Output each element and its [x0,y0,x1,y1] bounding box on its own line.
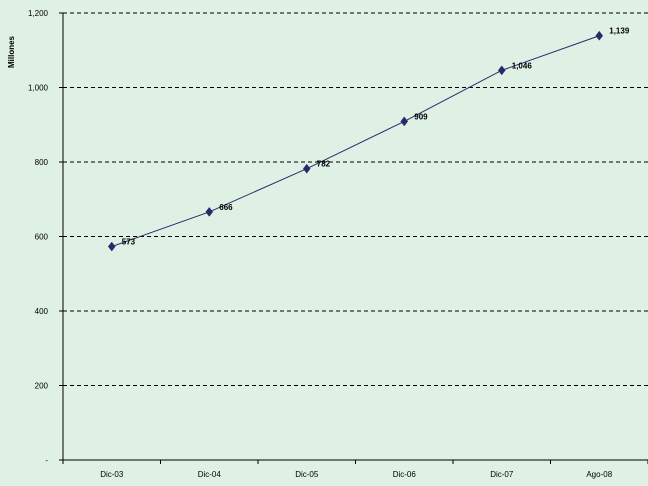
x-tick-label: Dic-06 [393,470,417,479]
series-layer: 573 666 782 909 1,046 1,139 [108,27,630,251]
data-point-marker [206,207,213,216]
data-label: 782 [317,160,331,169]
data-label: 1,046 [512,61,533,70]
data-label: 1,139 [609,27,630,36]
y-tick-label: 600 [35,233,49,242]
x-tick-label: Dic-03 [100,470,124,479]
x-tick-label: Dic-04 [198,470,222,479]
data-point-marker [108,242,115,251]
data-point-marker [303,164,310,173]
data-point-marker [498,66,505,75]
data-point-marker [401,117,408,126]
data-point-marker [596,31,603,40]
data-label: 666 [219,203,233,212]
y-tick-label: 1,200 [28,9,49,18]
gridlines [63,13,648,386]
y-tick-label: 800 [35,158,49,167]
x-tick-label: Dic-07 [490,470,514,479]
y-tick-label: 200 [35,382,49,391]
y-tick-label: 1,000 [28,84,49,93]
data-label: 909 [414,112,428,121]
x-tick-label: Dic-05 [295,470,319,479]
data-label: 573 [122,238,136,247]
y-tick-label: 400 [35,307,49,316]
y-tick-label: - [45,456,48,465]
y-axis-label: Millones [7,35,16,68]
x-tick-label: Ago-08 [586,470,612,479]
